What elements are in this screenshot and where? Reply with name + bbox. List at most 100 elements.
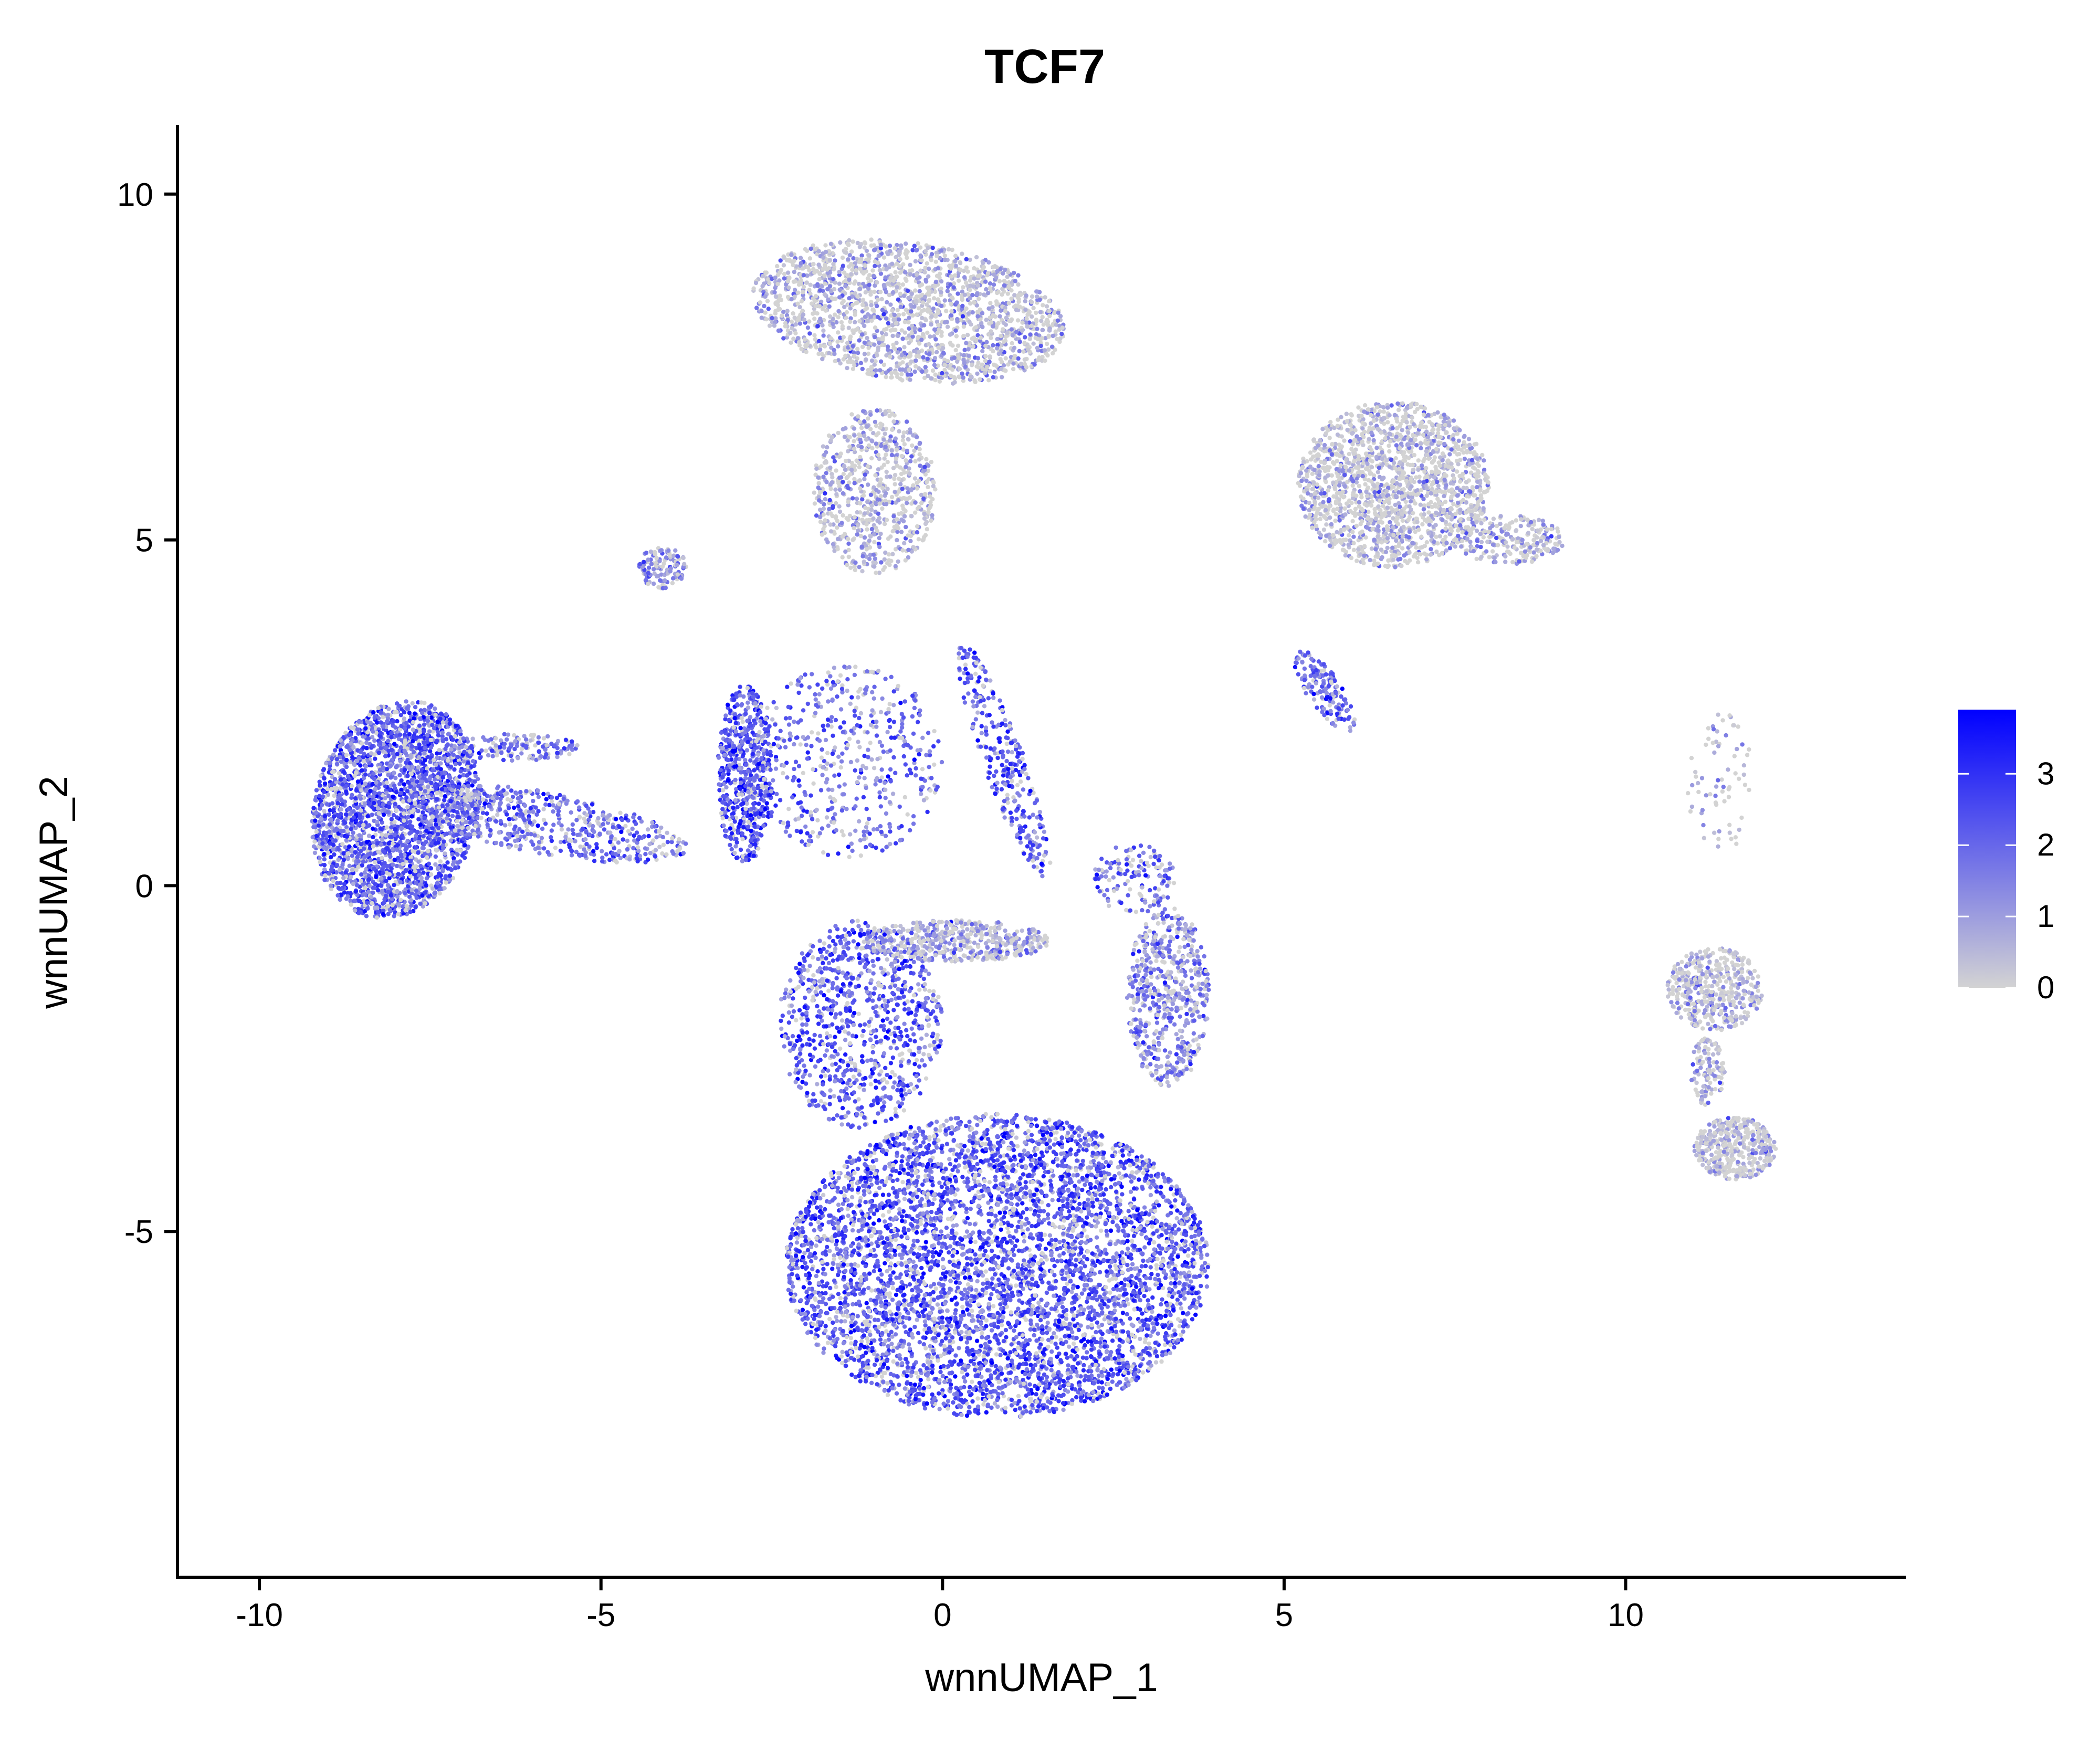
cell-point bbox=[351, 881, 355, 887]
cell-point bbox=[445, 860, 450, 865]
cell-point bbox=[852, 363, 857, 367]
cell-point bbox=[939, 303, 944, 309]
cell-point bbox=[393, 801, 397, 807]
cell-point bbox=[948, 282, 953, 287]
cell-point bbox=[545, 850, 550, 854]
cell-point bbox=[999, 333, 1003, 339]
cell-point bbox=[342, 882, 347, 887]
cell-point bbox=[430, 814, 435, 819]
cell-point bbox=[457, 745, 462, 751]
cell-point bbox=[498, 738, 503, 743]
cell-point bbox=[489, 748, 495, 753]
cell-point bbox=[455, 852, 460, 857]
cell-point bbox=[830, 321, 835, 326]
cell-point bbox=[669, 840, 674, 845]
cell-point bbox=[473, 806, 478, 811]
cell-point bbox=[361, 734, 365, 739]
cell-point bbox=[613, 837, 617, 841]
cell-point bbox=[356, 859, 361, 864]
cell-point bbox=[334, 757, 339, 762]
cell-point bbox=[413, 705, 418, 710]
cell-point bbox=[373, 860, 377, 864]
cell-point bbox=[518, 808, 523, 813]
cell-point bbox=[804, 350, 808, 354]
cell-point bbox=[340, 782, 345, 787]
cell-point bbox=[949, 313, 954, 318]
cell-point bbox=[821, 333, 826, 338]
cell-point bbox=[366, 877, 371, 882]
cell-point bbox=[458, 769, 463, 774]
cell-point bbox=[424, 855, 429, 860]
cell-point bbox=[795, 301, 800, 306]
cell-point bbox=[506, 732, 510, 737]
cell-point bbox=[311, 844, 317, 849]
cell-point bbox=[384, 879, 388, 883]
cell-point bbox=[400, 833, 405, 838]
cell-point bbox=[349, 784, 354, 788]
cell-point bbox=[470, 736, 475, 741]
cell-point bbox=[499, 751, 504, 755]
cell-point bbox=[344, 757, 349, 763]
cell-point bbox=[975, 356, 981, 361]
cell-point bbox=[544, 752, 549, 757]
cell-point bbox=[555, 755, 560, 759]
cell-point bbox=[373, 756, 377, 761]
cell-point bbox=[1031, 305, 1036, 310]
cell-point bbox=[1045, 318, 1049, 322]
cell-point bbox=[983, 354, 988, 358]
cell-point bbox=[843, 284, 848, 289]
cell-point bbox=[405, 757, 410, 763]
cell-point bbox=[1047, 299, 1052, 303]
cell-point bbox=[936, 266, 941, 271]
cell-point bbox=[435, 832, 440, 837]
cell-point bbox=[453, 828, 458, 833]
cell-point bbox=[486, 738, 491, 743]
cell-point bbox=[890, 327, 896, 332]
cell-point bbox=[494, 840, 499, 846]
cell-point bbox=[833, 358, 837, 364]
cell-point bbox=[466, 826, 471, 830]
cell-point bbox=[416, 859, 421, 864]
cell-point bbox=[470, 759, 476, 764]
cell-point bbox=[1006, 270, 1011, 275]
cell-point bbox=[448, 776, 453, 780]
cell-point bbox=[670, 836, 675, 841]
cell-point bbox=[532, 833, 537, 838]
cell-point bbox=[459, 831, 464, 836]
cell-point bbox=[870, 268, 875, 273]
cell-point bbox=[956, 291, 960, 296]
cell-point bbox=[793, 279, 798, 284]
cell-point bbox=[971, 344, 975, 349]
cell-point bbox=[470, 783, 475, 788]
cell-point bbox=[367, 713, 372, 717]
cell-point bbox=[332, 852, 337, 857]
cell-point bbox=[417, 723, 422, 728]
cell-point bbox=[583, 853, 588, 858]
cell-point bbox=[1035, 326, 1040, 331]
cell-point bbox=[948, 266, 953, 271]
cell-point bbox=[553, 846, 558, 850]
cell-point bbox=[968, 288, 972, 292]
cell-point bbox=[898, 304, 903, 309]
cell-point bbox=[522, 803, 528, 808]
cell-point bbox=[607, 857, 612, 862]
cell-point bbox=[472, 832, 477, 837]
cell-point bbox=[422, 842, 427, 847]
cell-point bbox=[916, 241, 920, 246]
cell-point bbox=[1055, 336, 1059, 342]
cell-point bbox=[975, 314, 980, 319]
cell-point bbox=[597, 831, 602, 836]
cell-point bbox=[860, 298, 865, 303]
cell-point bbox=[450, 737, 455, 742]
cell-point bbox=[1012, 356, 1017, 361]
cell-point bbox=[537, 750, 542, 754]
cell-point bbox=[536, 788, 540, 793]
cell-point bbox=[898, 270, 903, 275]
cell-point bbox=[987, 360, 992, 364]
cell-point bbox=[539, 836, 544, 840]
cell-point bbox=[448, 838, 453, 843]
cell-point bbox=[436, 733, 441, 738]
cell-point bbox=[632, 833, 636, 838]
cell-point bbox=[533, 805, 538, 810]
cell-point bbox=[857, 319, 862, 324]
